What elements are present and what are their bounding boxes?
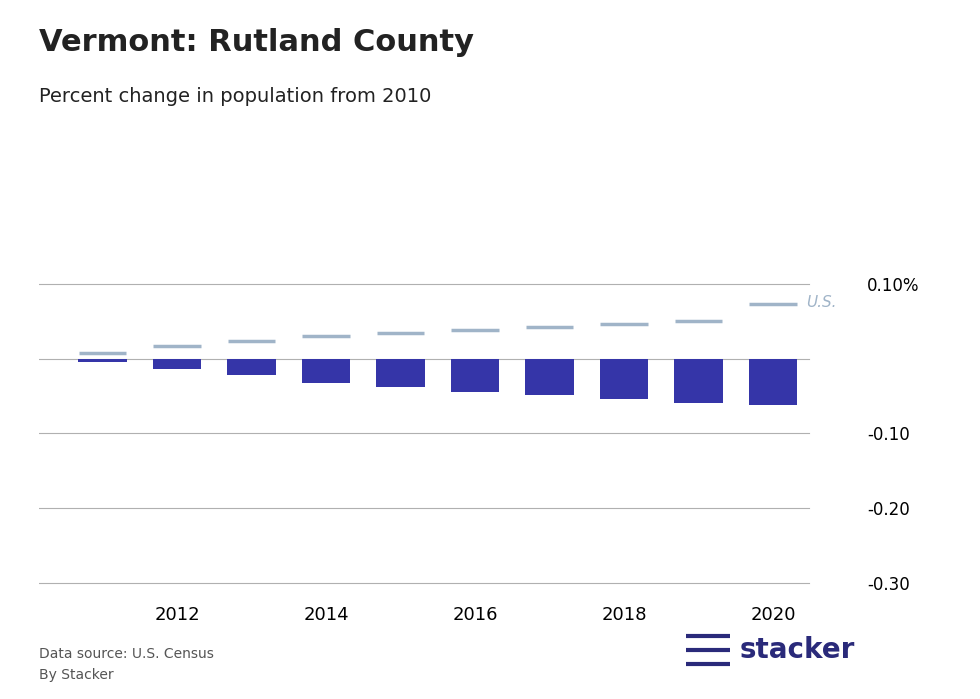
Text: Data source: U.S. Census: Data source: U.S. Census xyxy=(39,647,214,661)
Bar xyxy=(153,359,201,369)
Text: U.S.: U.S. xyxy=(807,296,837,310)
Text: By Stacker: By Stacker xyxy=(39,668,114,682)
Bar xyxy=(376,359,424,387)
Text: stacker: stacker xyxy=(740,636,856,664)
Bar xyxy=(227,359,275,375)
Bar xyxy=(302,359,350,384)
Bar xyxy=(451,359,499,391)
Bar xyxy=(749,359,797,405)
Bar xyxy=(674,359,722,403)
Text: Percent change in population from 2010: Percent change in population from 2010 xyxy=(39,87,431,106)
Bar xyxy=(525,359,573,396)
Bar xyxy=(78,359,126,362)
Bar xyxy=(600,359,648,399)
Text: Vermont: Rutland County: Vermont: Rutland County xyxy=(39,28,474,57)
